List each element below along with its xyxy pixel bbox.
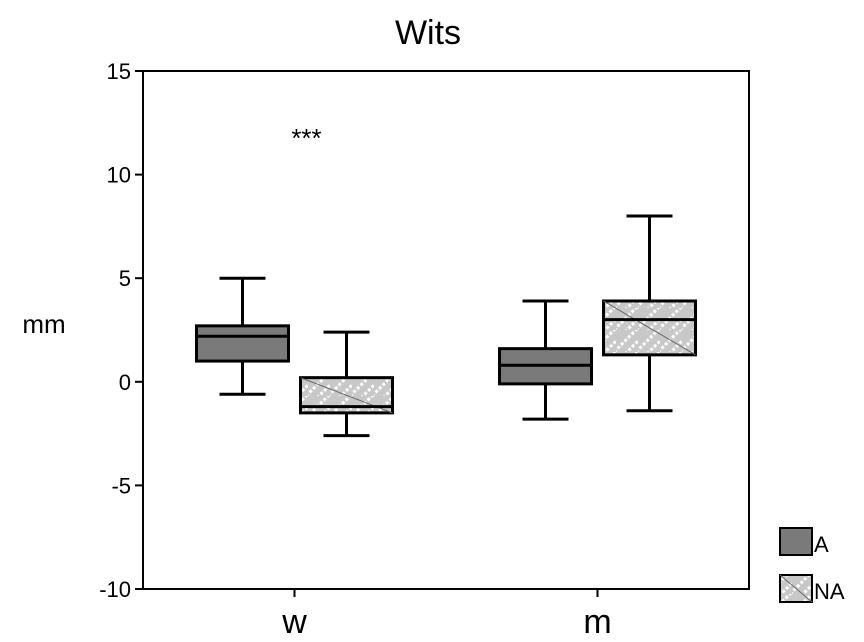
y-tick-label: 15 <box>107 59 131 84</box>
legend: A NA <box>779 527 845 604</box>
legend-swatch-A <box>779 527 813 556</box>
significance-annotation: *** <box>291 123 321 153</box>
box-diagonal <box>603 300 696 356</box>
box-NA-w <box>299 330 394 438</box>
annotations: *** <box>291 123 321 153</box>
legend-label-NA: NA <box>814 579 845 604</box>
iqr-box <box>195 324 290 363</box>
box-A-m <box>498 299 593 421</box>
y-tick-label: -10 <box>99 577 131 602</box>
x-tick-label: w <box>281 603 307 641</box>
box-A-w <box>195 276 290 396</box>
legend-swatch-diagonal <box>779 574 813 603</box>
y-tick-label: -5 <box>111 473 131 498</box>
y-axis-label: mm <box>22 309 65 339</box>
x-tick-label: m <box>583 603 611 641</box>
chart-title: Wits <box>395 14 461 52</box>
box-group <box>195 214 697 438</box>
y-tick-label: 5 <box>119 266 131 291</box>
plot-frame <box>142 70 750 590</box>
y-tick-label: 10 <box>107 163 131 188</box>
y-tick-label: 0 <box>119 370 131 395</box>
box-NA-m <box>602 214 697 413</box>
y-axis-ticks: -10 -5 0 5 10 15 <box>99 59 143 602</box>
legend-label-A: A <box>814 532 829 557</box>
